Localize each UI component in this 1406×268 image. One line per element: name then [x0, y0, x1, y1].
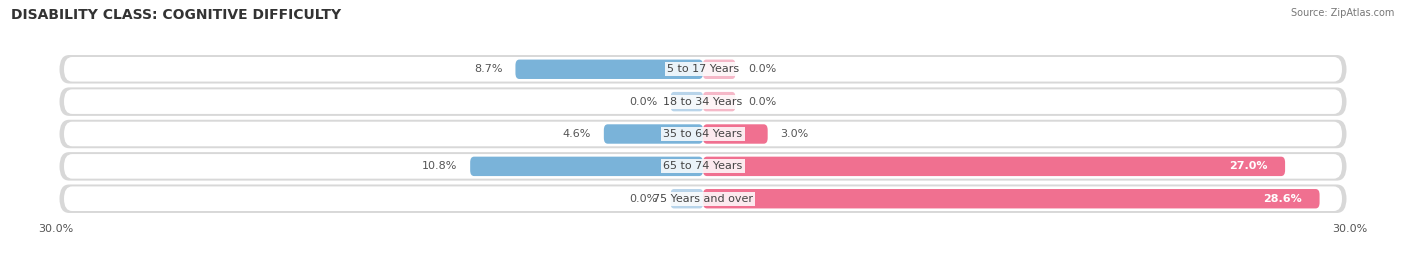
- FancyBboxPatch shape: [516, 59, 703, 79]
- FancyBboxPatch shape: [470, 157, 703, 176]
- FancyBboxPatch shape: [671, 189, 703, 209]
- Text: 27.0%: 27.0%: [1229, 161, 1268, 171]
- FancyBboxPatch shape: [59, 184, 1347, 213]
- Text: 4.6%: 4.6%: [562, 129, 591, 139]
- FancyBboxPatch shape: [703, 157, 1285, 176]
- FancyBboxPatch shape: [59, 55, 1347, 84]
- Text: Source: ZipAtlas.com: Source: ZipAtlas.com: [1291, 8, 1395, 18]
- FancyBboxPatch shape: [671, 92, 703, 111]
- Text: 3.0%: 3.0%: [780, 129, 808, 139]
- FancyBboxPatch shape: [65, 187, 1341, 211]
- FancyBboxPatch shape: [703, 92, 735, 111]
- Text: 8.7%: 8.7%: [474, 64, 502, 74]
- FancyBboxPatch shape: [703, 189, 1320, 209]
- Text: 0.0%: 0.0%: [748, 64, 776, 74]
- Text: 65 to 74 Years: 65 to 74 Years: [664, 161, 742, 171]
- Text: DISABILITY CLASS: COGNITIVE DIFFICULTY: DISABILITY CLASS: COGNITIVE DIFFICULTY: [11, 8, 342, 22]
- FancyBboxPatch shape: [703, 124, 768, 144]
- Legend: Male, Female: Male, Female: [634, 263, 772, 268]
- Text: 0.0%: 0.0%: [630, 194, 658, 204]
- FancyBboxPatch shape: [703, 59, 735, 79]
- FancyBboxPatch shape: [59, 152, 1347, 181]
- Text: 35 to 64 Years: 35 to 64 Years: [664, 129, 742, 139]
- Text: 10.8%: 10.8%: [422, 161, 457, 171]
- FancyBboxPatch shape: [65, 89, 1341, 114]
- Text: 28.6%: 28.6%: [1264, 194, 1302, 204]
- FancyBboxPatch shape: [65, 122, 1341, 146]
- Text: 18 to 34 Years: 18 to 34 Years: [664, 97, 742, 107]
- FancyBboxPatch shape: [59, 87, 1347, 116]
- Text: 5 to 17 Years: 5 to 17 Years: [666, 64, 740, 74]
- Text: 0.0%: 0.0%: [630, 97, 658, 107]
- FancyBboxPatch shape: [59, 120, 1347, 148]
- Text: 0.0%: 0.0%: [748, 97, 776, 107]
- FancyBboxPatch shape: [603, 124, 703, 144]
- Text: 75 Years and over: 75 Years and over: [652, 194, 754, 204]
- FancyBboxPatch shape: [65, 154, 1341, 179]
- FancyBboxPatch shape: [65, 57, 1341, 81]
